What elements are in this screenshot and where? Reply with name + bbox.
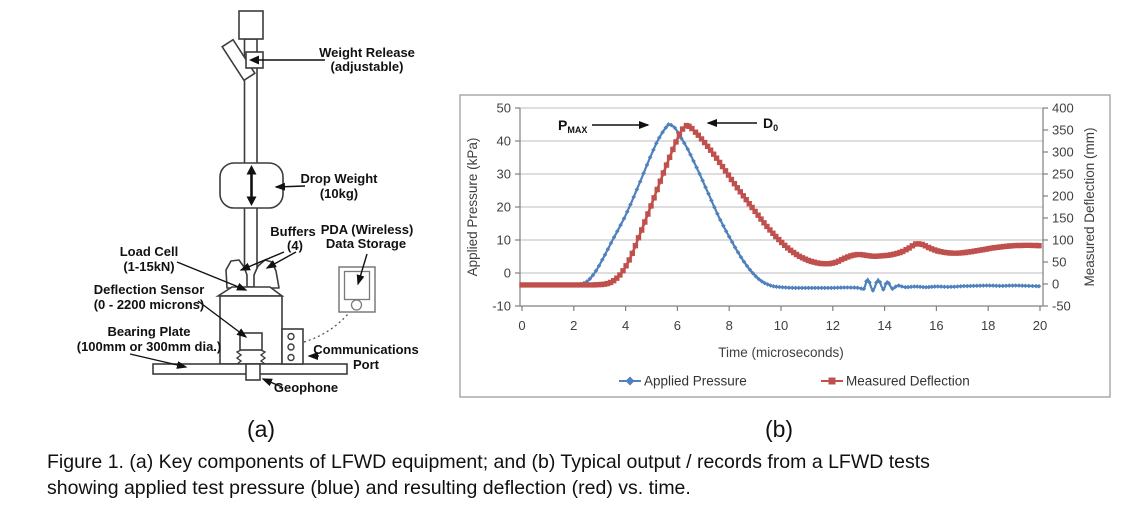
series-measured-deflection: [519, 122, 1042, 288]
y-tick-label-left: 40: [497, 134, 511, 149]
y-tick-label-right: 50: [1052, 255, 1066, 270]
geophone-label: Geophone: [274, 380, 338, 395]
comm-port-led-3: [287, 353, 295, 362]
comm-port-led-2: [287, 343, 295, 351]
bearing-plate-label: Bearing Plate: [107, 324, 190, 339]
y-tick-label-right: 0: [1052, 277, 1059, 292]
x-tick-label: 0: [518, 318, 525, 333]
y-tick-label-left: 0: [504, 266, 511, 281]
y-tick-label-right: 300: [1052, 145, 1074, 160]
geophone-shape: [245, 363, 261, 381]
motion-arrow-down-icon: [246, 196, 257, 206]
load-cell-label: Load Cell: [120, 244, 179, 259]
figure-caption: Figure 1. (a) Key components of LFWD equ…: [47, 449, 1122, 501]
load-cell-arrow: [176, 261, 248, 291]
svg-text:D0: D0: [763, 115, 778, 133]
series-markers: [519, 122, 1042, 288]
y-tick-label-left: 20: [497, 200, 511, 215]
pda-label-2: Data Storage: [326, 236, 406, 251]
bearing-plate-label-2: (100mm or 300mm dia.): [77, 339, 222, 354]
thread-left-shape: [235, 349, 243, 365]
y-axis-title-left: Applied Pressure (kPa): [465, 138, 480, 277]
deflection-sensor-label-2: (0 - 2200 microns): [94, 297, 205, 312]
wireless-link-dotted-line: [303, 313, 349, 343]
lfwd-output-chart: 50403020100-10400350300250200150100500-5…: [459, 94, 1111, 398]
panel-b-label: (b): [765, 416, 793, 442]
lfwd-equipment-diagram: Weight Release (adjustable) Drop Weight …: [77, 10, 419, 395]
deflection-sensor-label: Deflection Sensor: [94, 282, 205, 297]
pda-arrow: [356, 253, 368, 286]
x-tick-label: 14: [877, 318, 891, 333]
x-tick-label: 12: [826, 318, 840, 333]
drop-weight-label: Drop Weight: [300, 171, 378, 186]
y-tick-label-right: 150: [1052, 211, 1074, 226]
chart-plot-area: 50403020100-10400350300250200150100500-5…: [465, 101, 1097, 361]
pda-screen-shape: [343, 270, 371, 301]
d0-annotation: D0: [706, 115, 778, 133]
y-tick-label-right: 400: [1052, 101, 1074, 116]
x-tick-label: 20: [1033, 318, 1047, 333]
x-axis-title: Time (microseconds): [718, 345, 844, 360]
bearing-plate-arrow: [129, 353, 188, 369]
comm-port-label-2: Port: [353, 357, 380, 372]
y-tick-label-right: 350: [1052, 123, 1074, 138]
pda-label: PDA (Wireless): [321, 222, 414, 237]
buffers-label: Buffers: [270, 224, 316, 239]
x-tick-label: 6: [674, 318, 681, 333]
pmax-annotation: PMAX: [558, 117, 650, 135]
y-tick-label-left: -10: [492, 299, 511, 314]
legend-item-measured-deflection: Measured Deflection: [821, 374, 970, 389]
caption-line-2: showing applied test pressure (blue) and…: [47, 477, 691, 499]
weight-release-arrowhead: [249, 55, 259, 65]
y-tick-label-right: -50: [1052, 299, 1071, 314]
y-tick-label-right: 250: [1052, 167, 1074, 182]
y-tick-label-right: 200: [1052, 189, 1074, 204]
buffers-arrow-right: [265, 251, 297, 269]
body-housing-shape: [219, 295, 283, 365]
y-tick-label-left: 50: [497, 101, 511, 116]
deflection-sensor-arrow: [197, 300, 248, 338]
y-tick-label-left: 10: [497, 233, 511, 248]
svg-text:PMAX: PMAX: [558, 117, 587, 135]
x-tick-label: 16: [929, 318, 943, 333]
svg-text:Measured Deflection: Measured Deflection: [846, 374, 970, 389]
weight-release-label-2: (adjustable): [331, 59, 404, 74]
legend-item-applied-pressure: Applied Pressure: [619, 374, 747, 389]
x-tick-label: 2: [570, 318, 577, 333]
chart-legend: Applied Pressure Measured Deflection: [619, 374, 970, 389]
series-applied-pressure: [519, 122, 1042, 293]
y-axis-title-right: Measured Deflection (mm): [1082, 127, 1097, 286]
y-tick-label-right: 100: [1052, 233, 1074, 248]
buffers-arrow-left: [239, 251, 285, 271]
drop-weight-label-2: (10kg): [320, 186, 358, 201]
thread-right-shape: [259, 349, 267, 365]
comm-port-label: Communications: [313, 342, 418, 357]
svg-text:Applied Pressure: Applied Pressure: [644, 374, 747, 389]
legend-square-marker-icon: [828, 377, 836, 385]
load-cell-label-2: (1-15kN): [123, 259, 174, 274]
caption-line-1: Figure 1. (a) Key components of LFWD equ…: [47, 451, 930, 473]
comm-port-led-1: [287, 332, 295, 341]
motion-arrow-up-icon: [246, 165, 257, 175]
release-lever-shape: [221, 38, 256, 82]
pda-button-icon: [350, 299, 363, 311]
legend-diamond-marker-icon: [625, 376, 635, 386]
weight-release-label: Weight Release: [319, 45, 415, 60]
handle-block-shape: [238, 10, 264, 40]
panel-a-label: (a): [247, 416, 275, 442]
x-tick-label: 10: [774, 318, 788, 333]
comm-port-shape: [281, 328, 304, 365]
x-tick-label: 8: [726, 318, 733, 333]
buffers-label-2: (4): [287, 238, 303, 253]
drop-weight-arrow: [274, 182, 306, 191]
figure-1-graphics: Weight Release (adjustable) Drop Weight …: [77, 10, 1111, 442]
x-tick-label: 18: [981, 318, 995, 333]
x-tick-label: 4: [622, 318, 629, 333]
y-tick-label-left: 30: [497, 167, 511, 182]
geophone-arrow: [261, 378, 283, 388]
